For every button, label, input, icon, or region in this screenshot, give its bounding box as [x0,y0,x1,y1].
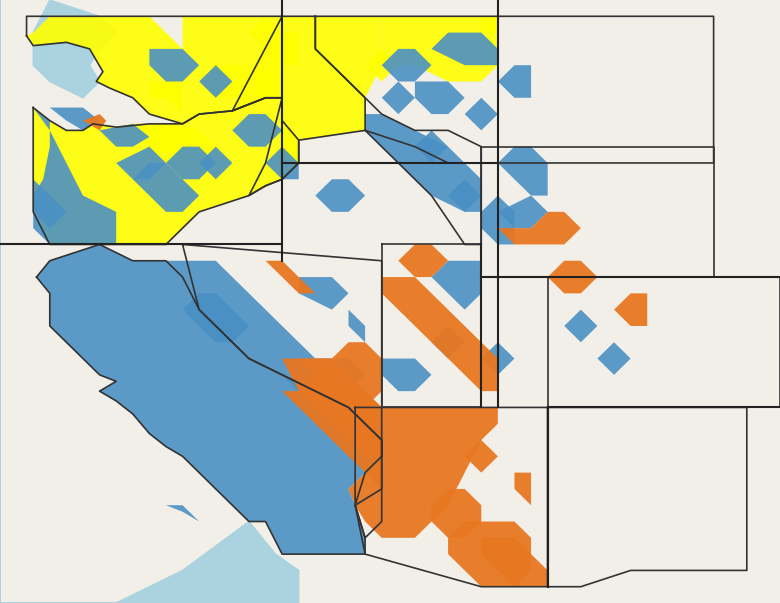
Polygon shape [133,163,199,212]
Polygon shape [349,408,498,538]
Polygon shape [431,489,481,538]
Polygon shape [315,359,365,391]
Polygon shape [249,16,282,49]
Polygon shape [399,244,448,277]
Polygon shape [199,65,232,98]
Polygon shape [498,65,531,98]
Polygon shape [166,260,332,391]
Polygon shape [166,505,199,522]
Polygon shape [349,310,365,343]
Polygon shape [315,16,381,98]
Polygon shape [149,179,199,212]
Polygon shape [597,343,631,375]
Polygon shape [365,49,399,81]
Polygon shape [299,343,381,408]
Polygon shape [265,33,299,65]
Polygon shape [116,147,166,179]
Polygon shape [34,0,116,98]
Polygon shape [83,114,106,130]
Polygon shape [448,179,481,212]
Polygon shape [365,114,481,212]
Polygon shape [498,147,548,195]
Polygon shape [465,98,498,130]
Polygon shape [481,195,515,244]
Polygon shape [282,359,381,456]
Polygon shape [381,359,431,391]
Polygon shape [481,16,498,33]
Polygon shape [498,212,581,244]
Polygon shape [232,114,282,147]
Polygon shape [199,147,232,179]
Polygon shape [299,277,349,310]
Polygon shape [133,124,216,163]
Polygon shape [315,391,365,424]
Polygon shape [166,147,216,179]
Polygon shape [265,260,315,293]
Polygon shape [481,343,515,375]
Polygon shape [100,124,149,147]
Polygon shape [0,0,299,603]
Polygon shape [282,375,381,489]
Polygon shape [183,293,249,343]
Polygon shape [465,440,498,473]
Polygon shape [381,49,431,81]
Polygon shape [381,16,498,81]
Polygon shape [232,16,365,179]
Polygon shape [34,179,66,228]
Polygon shape [199,65,249,98]
Polygon shape [50,107,100,130]
Polygon shape [265,147,299,179]
Polygon shape [381,277,498,391]
Polygon shape [27,16,183,124]
Polygon shape [149,81,183,114]
Polygon shape [431,326,465,359]
Polygon shape [431,260,481,310]
Polygon shape [34,98,299,244]
Polygon shape [415,130,448,163]
Polygon shape [564,310,597,343]
Polygon shape [315,179,365,212]
Polygon shape [448,522,531,587]
Polygon shape [415,81,465,114]
Polygon shape [37,244,381,554]
Polygon shape [614,293,647,326]
Polygon shape [0,0,299,603]
Polygon shape [149,49,199,81]
Polygon shape [34,107,116,244]
Polygon shape [381,81,415,114]
Polygon shape [431,33,498,65]
Polygon shape [481,538,548,587]
Polygon shape [515,473,531,505]
Polygon shape [548,260,597,293]
Polygon shape [183,16,282,124]
Polygon shape [498,195,548,228]
